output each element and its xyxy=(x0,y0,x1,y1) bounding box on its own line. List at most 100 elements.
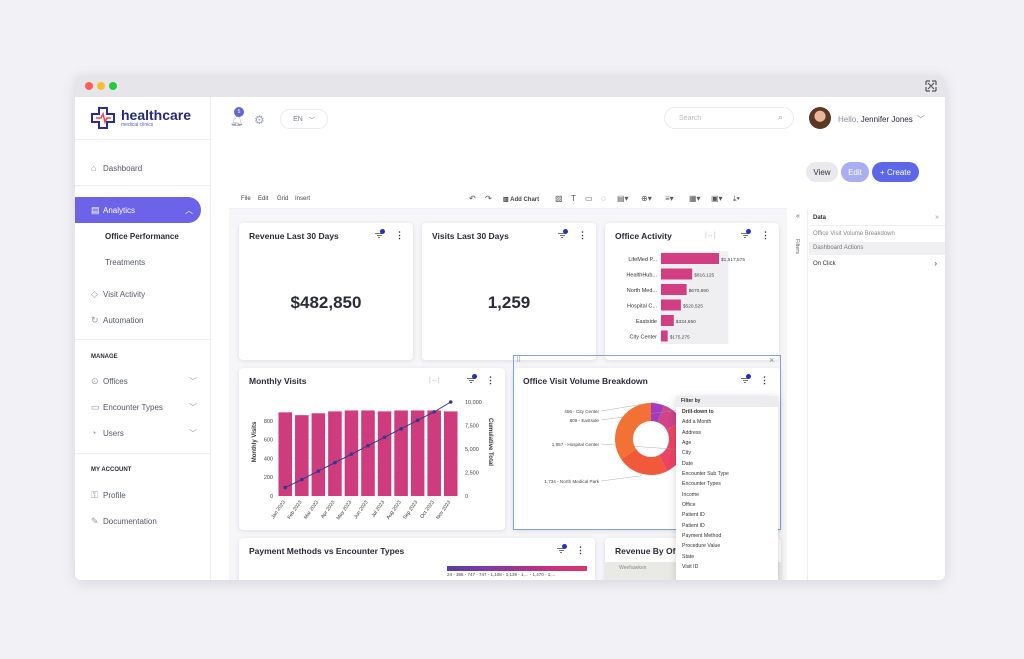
panel-row[interactable]: Office Visit Volume Breakdown xyxy=(813,231,895,237)
sidebar-item-visit-activity[interactable]: ◇ Visit Activity xyxy=(75,281,211,307)
filter-icon[interactable] xyxy=(741,229,751,239)
filter-menu-item[interactable]: Procedure Value xyxy=(682,543,721,550)
heatmap-legend-labels: 24 - 386 - 747 - 747 - 1,108 - 1,139 - 1… xyxy=(447,572,556,577)
sidebar-item-encounter-types[interactable]: ▭ Encounter Types ﹀ xyxy=(75,394,211,420)
chevron-right-icon[interactable]: › xyxy=(934,259,937,268)
card-title: Visits Last 30 Days xyxy=(432,231,509,241)
sidebar-item-analytics[interactable]: ▤ Analytics ︿ xyxy=(75,197,201,223)
expand-panel-icon[interactable]: » xyxy=(935,214,939,221)
layout-icon[interactable]: ▤▾ xyxy=(617,194,629,203)
y2-tick-label: 2,500 xyxy=(465,471,479,477)
brand-logo[interactable]: healthcare medical clinics xyxy=(91,107,191,129)
bell-icon[interactable]: 🔔︎ xyxy=(230,115,244,127)
card-payment-methods-vs-encounter-types[interactable]: Payment Methods vs Encounter Types ⋮ 24 … xyxy=(239,538,595,580)
media-icon[interactable]: ▣▾ xyxy=(711,194,723,203)
crosshair-icon[interactable]: ⊕▾ xyxy=(641,194,652,203)
card-visits-last-30-days[interactable]: Visits Last 30 Days ⋮ 1,259 xyxy=(422,223,596,360)
create-button[interactable]: + Create xyxy=(872,162,919,182)
language-select[interactable]: EN ﹀ xyxy=(280,109,328,129)
menu-grid[interactable]: Grid xyxy=(277,196,289,202)
filters-tab[interactable]: « Filters xyxy=(791,209,808,580)
sidebar-item-dashboard[interactable]: ⌂ Dashboard xyxy=(75,155,211,181)
sidebar-subitem-treatments[interactable]: Treatments xyxy=(105,258,146,267)
card-office-activity[interactable]: Office Activity |↔| ⋮ LifeMed P... $1,517… xyxy=(605,223,779,360)
donut-slice xyxy=(615,403,651,460)
more-icon[interactable]: ⋮ xyxy=(395,230,404,240)
more-icon[interactable]: ⋮ xyxy=(576,545,585,555)
avatar[interactable] xyxy=(809,107,831,129)
more-icon[interactable]: ⋮ xyxy=(760,375,769,385)
card-revenue-last-30-days[interactable]: Revenue Last 30 Days ⋮ $482,850 xyxy=(239,223,413,360)
grid-icon[interactable]: ▦▾ xyxy=(689,194,701,203)
undo-icon[interactable]: ↶ xyxy=(469,194,476,203)
menu-file[interactable]: File xyxy=(241,196,251,202)
resize-icon[interactable]: |↔| xyxy=(705,232,716,239)
panel-row[interactable]: On Click xyxy=(813,261,836,267)
shape-icon[interactable]: ◌ xyxy=(601,194,606,203)
filter-menu-item[interactable]: Encounter Sub Type xyxy=(682,471,729,478)
menu-insert[interactable]: Insert xyxy=(295,196,311,202)
filter-icon[interactable] xyxy=(558,229,568,239)
leader-line xyxy=(600,475,642,482)
more-icon[interactable]: ⋮ xyxy=(578,230,587,240)
filter-icon[interactable] xyxy=(467,374,477,384)
more-icon[interactable]: ⋮ xyxy=(761,230,770,240)
user-menu[interactable]: Hello, Jennifer Jones ﹀ xyxy=(838,114,925,125)
right-panel: « Filters Data » Office Visit Volume Bre… xyxy=(791,209,945,580)
filter-menu-item[interactable]: Patient ID xyxy=(682,522,705,529)
close-icon[interactable]: × xyxy=(769,355,775,365)
sidebar-subitem-office-performance[interactable]: Office Performance xyxy=(105,232,179,241)
drag-handle-icon[interactable]: ⠿ xyxy=(516,357,522,364)
maximize-window-button[interactable] xyxy=(109,82,117,90)
download-icon[interactable]: ⤓▾ xyxy=(733,194,740,203)
close-window-button[interactable] xyxy=(85,82,93,90)
more-icon[interactable]: ⋮ xyxy=(486,375,495,385)
menu-edit[interactable]: Edit xyxy=(258,196,269,202)
view-button[interactable]: View xyxy=(806,162,838,182)
add-chart-label: Add Chart xyxy=(510,197,540,203)
filter-menu-item[interactable]: Patient ID xyxy=(682,512,705,519)
filter-icon[interactable]: ≡▾ xyxy=(665,194,674,203)
filter-menu-item[interactable]: City xyxy=(682,450,691,457)
language-value: EN xyxy=(293,115,303,123)
search-input[interactable]: Search ⌕ xyxy=(664,107,794,129)
sidebar-item-automation[interactable]: ↻ Automation xyxy=(75,307,211,333)
filter-menu-item[interactable]: Visit ID xyxy=(682,564,699,571)
text-icon[interactable]: T xyxy=(571,194,576,203)
sidebar-item-offices[interactable]: ⊙ Offices ﹀ xyxy=(75,368,211,394)
y2-tick-label: 7,500 xyxy=(465,424,479,430)
image-icon[interactable]: ▨ xyxy=(555,194,563,203)
minimize-window-button[interactable] xyxy=(97,82,105,90)
bar xyxy=(661,330,668,342)
filter-icon[interactable] xyxy=(375,229,385,239)
brand-tagline: medical clinics xyxy=(121,122,154,128)
filter-menu-item[interactable]: Age xyxy=(682,440,692,447)
redo-icon[interactable]: ↷ xyxy=(485,194,492,203)
filter-menu-item[interactable]: Address xyxy=(682,429,702,436)
edit-button[interactable]: Edit xyxy=(841,162,869,182)
filter-menu-item[interactable]: Encounter Types xyxy=(682,481,721,488)
bar xyxy=(328,411,342,496)
sidebar-item-profile[interactable]: ⚿ Profile xyxy=(75,482,211,508)
chevron-down-icon: ﹀ xyxy=(916,115,925,124)
sidebar-item-users[interactable]: ◔ Users ﹀ xyxy=(75,420,211,446)
filter-menu-item[interactable]: Add a Month xyxy=(682,419,712,426)
comment-icon[interactable]: ▭ xyxy=(585,194,593,203)
filter-menu-item[interactable]: Payment Method xyxy=(682,533,722,540)
filter-icon[interactable] xyxy=(557,544,567,554)
resize-icon[interactable]: |↔| xyxy=(429,377,440,384)
collapse-icon[interactable]: « xyxy=(796,213,800,220)
panel-row[interactable]: Dashboard Actions xyxy=(813,245,864,251)
filter-menu-item[interactable]: Income xyxy=(682,491,700,498)
sidebar-item-documentation[interactable]: ✎ Documentation xyxy=(75,508,211,534)
filter-menu-item[interactable]: State xyxy=(682,553,695,560)
y2-tick-label: 5,000 xyxy=(465,447,479,453)
expand-icon[interactable] xyxy=(925,80,937,92)
gear-icon[interactable]: ⚙ xyxy=(254,113,265,127)
filter-menu-item[interactable]: Date xyxy=(682,460,693,467)
data-label: $175,275 xyxy=(670,335,690,341)
filter-icon[interactable] xyxy=(741,374,751,384)
add-chart-button[interactable]: ▥ Add Chart xyxy=(503,196,539,203)
card-monthly-visits[interactable]: Monthly Visits |↔| ⋮ Monthly Visits Cumu… xyxy=(239,368,505,530)
filter-menu-item[interactable]: Office xyxy=(682,502,696,509)
